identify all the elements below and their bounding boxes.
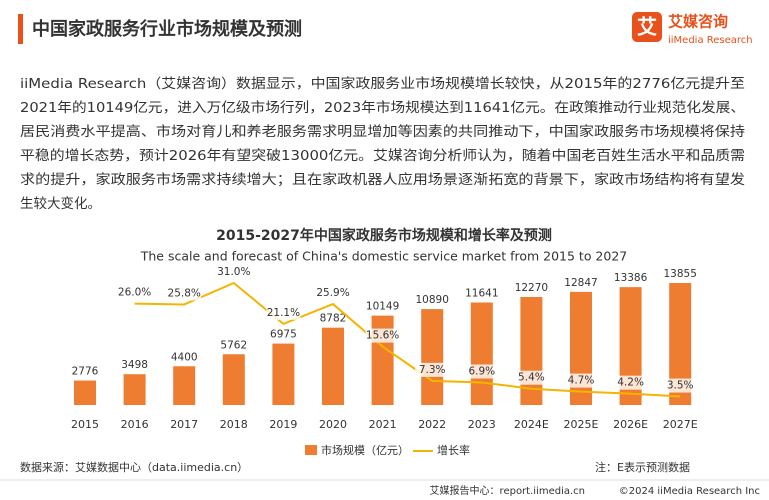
- x-tick-label: 2024E: [514, 418, 549, 431]
- line-label-bg: [514, 370, 549, 385]
- line-label: 4.2%: [617, 377, 644, 389]
- x-tick-label: 2023: [468, 418, 496, 431]
- line-label: 21.1%: [267, 307, 300, 319]
- bar: [74, 380, 96, 405]
- bar: [570, 291, 592, 405]
- bar: [322, 327, 344, 405]
- line-label: 31.0%: [217, 266, 250, 278]
- paragraph-line: 求的提升，家政服务市场需求持续增大；且在家政机器人应用场景逐渐拓宽的背景下，家政…: [20, 171, 746, 188]
- paragraph-line: 生较大变化。: [20, 196, 101, 212]
- line-label-bg: [464, 364, 499, 379]
- bar-label: 2776: [72, 366, 99, 378]
- bar: [272, 343, 295, 405]
- x-tick-label: 2026E: [613, 418, 648, 431]
- bar-label: 13386: [614, 272, 648, 284]
- line-label-bg: [266, 305, 301, 320]
- line-label-bg: [365, 328, 400, 343]
- bar: [123, 374, 146, 405]
- x-tick-label: 2018: [220, 418, 248, 431]
- bar-label: 10890: [415, 294, 448, 306]
- x-tick-label: 2015: [71, 418, 99, 431]
- x-tick-label: 2022: [418, 418, 446, 431]
- paragraph-line: iiMedia Research（艾媒咨询）数据显示，中国家政服务业市场规模增长…: [20, 75, 745, 92]
- bar: [470, 302, 493, 405]
- bar: [619, 287, 642, 405]
- bar-label: 3498: [121, 359, 148, 371]
- bar-label: 6975: [270, 329, 297, 341]
- logo-name: 艾媒咨询: [668, 13, 728, 31]
- source: 数据来源：艾媒数据中心（data.iimedia.cn）: [20, 460, 248, 474]
- line-label: 25.9%: [316, 287, 349, 299]
- bar: [222, 354, 245, 405]
- line-label: 25.8%: [168, 287, 201, 299]
- line-label-bg: [564, 373, 598, 388]
- bar-label: 12847: [564, 277, 597, 289]
- logo-mark: 艾: [637, 15, 657, 39]
- x-tick-label: 2027E: [663, 418, 698, 431]
- legend-label: 增长率: [437, 443, 470, 457]
- line-label: 6.9%: [468, 366, 495, 378]
- chart-subtitle: The scale and forecast of China's domest…: [140, 249, 628, 264]
- line-label: 15.6%: [366, 330, 399, 342]
- bar: [669, 283, 692, 405]
- note: 注：E表示预测数据: [595, 460, 690, 474]
- bar-label: 11641: [465, 287, 498, 299]
- line-label: 26.0%: [118, 287, 151, 299]
- x-tick-label: 2025E: [564, 418, 599, 431]
- bar-label: 8782: [320, 313, 347, 325]
- line-label: 7.3%: [419, 364, 446, 376]
- legend-label: 市场规模（亿元）: [321, 443, 409, 457]
- x-tick-label: 2020: [319, 418, 347, 431]
- line-label: 4.7%: [568, 375, 595, 387]
- x-tick-label: 2021: [369, 418, 397, 431]
- line-label-bg: [316, 286, 350, 301]
- x-tick-label: 2019: [269, 418, 297, 431]
- line-label-bg: [663, 378, 698, 393]
- paragraph-line: 2021年的10149亿元，进入万亿级市场行列，2023年市场规模达到11641…: [20, 99, 745, 116]
- bar-label: 13855: [663, 268, 696, 280]
- growth-line: [134, 281, 681, 398]
- line-label-bg: [117, 285, 152, 300]
- bar-label: 12270: [515, 282, 548, 294]
- page-title: 中国家政服务行业市场规模及预测: [32, 18, 302, 40]
- legend-swatch: [305, 445, 317, 455]
- logo-en: iiMedia Research: [668, 35, 753, 46]
- line-label-bg: [216, 265, 251, 279]
- bar-label: 4400: [171, 351, 198, 363]
- footer-site: 艾媒报告中心：report.iimedia.cn: [430, 484, 585, 497]
- chart-title: 2015-2027年中国家政服务市场规模和增长率及预测: [216, 227, 552, 244]
- line-label: 3.5%: [667, 380, 694, 392]
- line-label-bg: [613, 375, 648, 390]
- footer-copyright: ©2024 iiMedia Research Inc: [619, 486, 760, 497]
- line-label-bg: [167, 286, 202, 301]
- line-label-bg: [415, 362, 450, 377]
- paragraph-line: 平稳的增长态势，预计2026年有望突破13000亿元。艾媒咨询分析师认为，随着中…: [20, 147, 745, 164]
- paragraph-line: 居民消费水平提高、市场对育儿和养老服务需求明显增加等因素的共同推动下，中国家政服…: [20, 123, 745, 140]
- bar: [173, 366, 196, 405]
- title-accent: [18, 14, 23, 44]
- line-label: 5.4%: [518, 372, 545, 384]
- logo-mark-bg: [632, 12, 662, 42]
- bar: [421, 309, 444, 405]
- x-tick-label: 2016: [121, 418, 149, 431]
- x-tick-label: 2017: [170, 418, 198, 431]
- bar-label: 5762: [220, 339, 247, 351]
- bar-label: 10149: [366, 301, 399, 313]
